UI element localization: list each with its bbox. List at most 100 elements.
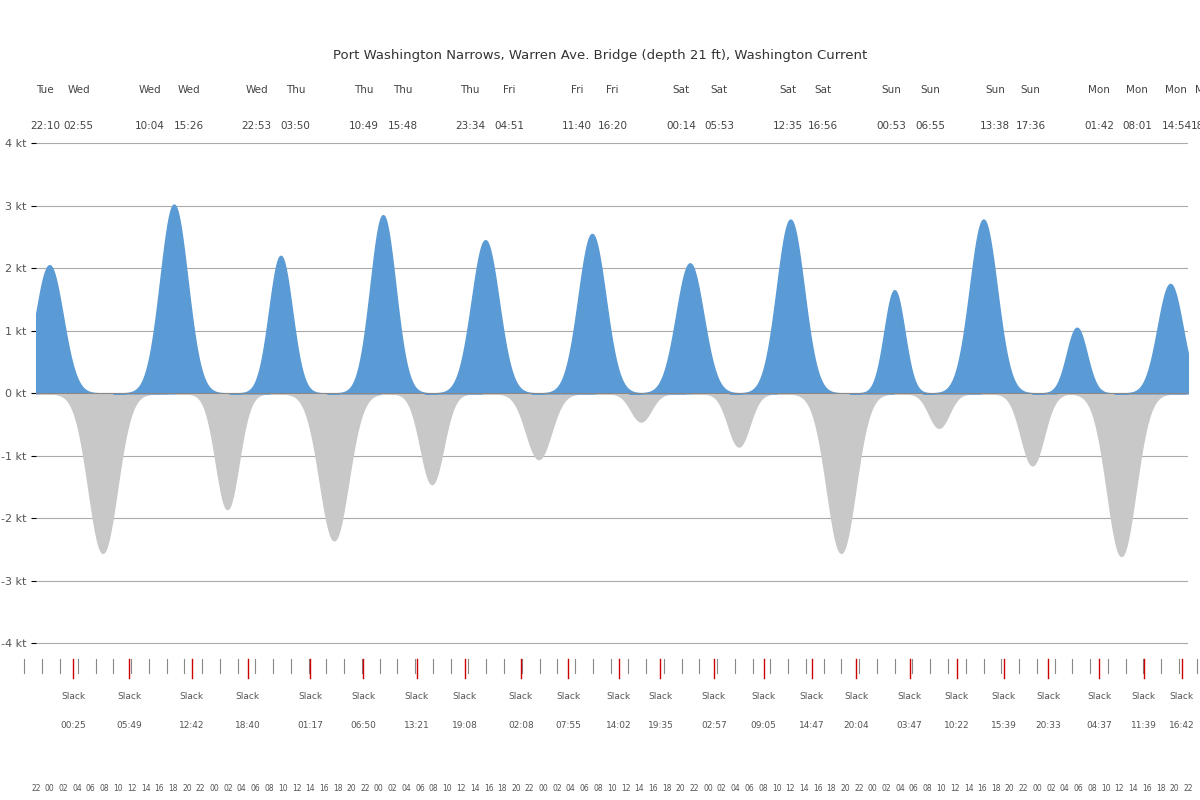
Text: 18:19: 18:19	[1190, 121, 1200, 131]
Text: 20: 20	[676, 784, 685, 793]
Text: 13:21: 13:21	[404, 721, 430, 730]
Text: 04: 04	[895, 784, 905, 793]
Text: 02: 02	[388, 784, 397, 793]
Text: Thu: Thu	[392, 85, 413, 95]
Text: 00: 00	[44, 784, 54, 793]
Text: 00: 00	[210, 784, 220, 793]
Text: 22:10: 22:10	[30, 121, 60, 131]
Text: 19:08: 19:08	[452, 721, 478, 730]
Text: Sat: Sat	[815, 85, 832, 95]
Text: 10: 10	[443, 784, 452, 793]
Text: 10:04: 10:04	[134, 121, 164, 131]
Text: 00:14: 00:14	[666, 121, 696, 131]
Text: Mon: Mon	[1088, 85, 1110, 95]
Text: 18:40: 18:40	[235, 721, 260, 730]
Text: Wed: Wed	[245, 85, 268, 95]
Text: 01:17: 01:17	[298, 721, 323, 730]
Text: 10: 10	[607, 784, 617, 793]
Text: 15:26: 15:26	[174, 121, 204, 131]
Text: 06: 06	[86, 784, 96, 793]
Text: 20: 20	[1170, 784, 1180, 793]
Text: 16: 16	[319, 784, 329, 793]
Text: 10: 10	[772, 784, 781, 793]
Text: 14:02: 14:02	[606, 721, 631, 730]
Text: 22: 22	[196, 784, 205, 793]
Text: Slack: Slack	[1037, 692, 1061, 701]
Text: 00:25: 00:25	[60, 721, 86, 730]
Text: 04:37: 04:37	[1086, 721, 1112, 730]
Text: Slack: Slack	[61, 692, 85, 701]
Text: 00: 00	[1032, 784, 1042, 793]
Text: Fri: Fri	[571, 85, 583, 95]
Text: 05:53: 05:53	[704, 121, 734, 131]
Text: 16: 16	[484, 784, 493, 793]
Text: 10: 10	[114, 784, 124, 793]
Text: Thu: Thu	[354, 85, 373, 95]
Text: Slack: Slack	[180, 692, 204, 701]
Text: Tue: Tue	[36, 85, 54, 95]
Text: Slack: Slack	[556, 692, 580, 701]
Text: 01:42: 01:42	[1084, 121, 1114, 131]
Text: Slack: Slack	[1132, 692, 1156, 701]
Text: 22: 22	[690, 784, 700, 793]
Text: 03:50: 03:50	[281, 121, 311, 131]
Text: 15:39: 15:39	[991, 721, 1016, 730]
Text: 12: 12	[786, 784, 796, 793]
Text: 14: 14	[964, 784, 973, 793]
Text: 07:55: 07:55	[556, 721, 581, 730]
Text: 06: 06	[908, 784, 918, 793]
Text: 08: 08	[923, 784, 932, 793]
Text: Slack: Slack	[607, 692, 631, 701]
Text: 02: 02	[716, 784, 726, 793]
Text: 14:47: 14:47	[799, 721, 824, 730]
Text: 20: 20	[182, 784, 192, 793]
Text: 10:49: 10:49	[348, 121, 378, 131]
Text: Slack: Slack	[352, 692, 376, 701]
Text: Port Washington Narrows, Warren Ave. Bridge (depth 21 ft), Washington Current: Port Washington Narrows, Warren Ave. Bri…	[332, 50, 868, 62]
Text: 12: 12	[620, 784, 630, 793]
Text: Sun: Sun	[920, 85, 940, 95]
Text: Sat: Sat	[710, 85, 727, 95]
Text: Fri: Fri	[503, 85, 516, 95]
Text: Slack: Slack	[298, 692, 322, 701]
Text: 16: 16	[155, 784, 164, 793]
Text: 00: 00	[539, 784, 548, 793]
Text: 12:42: 12:42	[179, 721, 204, 730]
Text: Slack: Slack	[751, 692, 775, 701]
Text: 14: 14	[140, 784, 150, 793]
Text: 10: 10	[278, 784, 288, 793]
Text: 14: 14	[306, 784, 316, 793]
Text: Slack: Slack	[648, 692, 672, 701]
Text: 14: 14	[1128, 784, 1138, 793]
Text: 20:04: 20:04	[844, 721, 869, 730]
Text: 08: 08	[100, 784, 109, 793]
Text: Slack: Slack	[404, 692, 428, 701]
Text: 14: 14	[635, 784, 644, 793]
Text: 13:38: 13:38	[980, 121, 1010, 131]
Text: 04: 04	[236, 784, 246, 793]
Text: 00:53: 00:53	[877, 121, 907, 131]
Text: Slack: Slack	[452, 692, 476, 701]
Text: 22: 22	[524, 784, 534, 793]
Text: Wed: Wed	[178, 85, 200, 95]
Text: 22: 22	[1183, 784, 1193, 793]
Text: 08: 08	[758, 784, 768, 793]
Text: 18: 18	[332, 784, 342, 793]
Text: Slack: Slack	[702, 692, 726, 701]
Text: 02:57: 02:57	[701, 721, 727, 730]
Text: 12: 12	[1115, 784, 1124, 793]
Text: 02:08: 02:08	[508, 721, 534, 730]
Text: Sat: Sat	[779, 85, 797, 95]
Text: 04: 04	[566, 784, 576, 793]
Text: Thu: Thu	[286, 85, 306, 95]
Text: 18: 18	[991, 784, 1001, 793]
Text: Slack: Slack	[944, 692, 968, 701]
Text: Sat: Sat	[672, 85, 690, 95]
Text: 08: 08	[594, 784, 604, 793]
Text: 04:51: 04:51	[494, 121, 524, 131]
Text: Mon: Mon	[1195, 85, 1200, 95]
Text: 14:54: 14:54	[1162, 121, 1192, 131]
Text: 12: 12	[456, 784, 466, 793]
Text: 18: 18	[1156, 784, 1165, 793]
Text: Slack: Slack	[509, 692, 533, 701]
